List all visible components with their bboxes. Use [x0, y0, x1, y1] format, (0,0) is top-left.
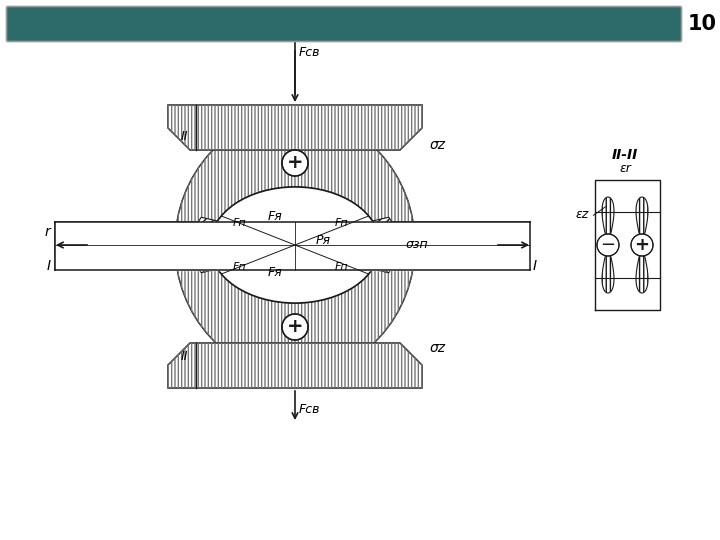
Text: Fя: Fя — [268, 267, 282, 280]
Text: Fсв: Fсв — [299, 46, 320, 59]
Text: II: II — [181, 350, 188, 363]
Text: I: I — [47, 259, 51, 273]
Text: I: I — [533, 259, 537, 273]
Text: Fп: Fп — [335, 262, 348, 272]
Text: εz: εz — [576, 208, 589, 221]
Ellipse shape — [175, 115, 415, 375]
Ellipse shape — [210, 187, 380, 303]
Text: Pя: Pя — [315, 234, 330, 247]
Text: −: − — [600, 236, 616, 254]
Ellipse shape — [210, 187, 380, 303]
Polygon shape — [168, 105, 422, 150]
Polygon shape — [636, 197, 648, 293]
Text: Fп: Fп — [335, 218, 348, 228]
FancyBboxPatch shape — [6, 6, 682, 42]
Circle shape — [631, 234, 653, 256]
Text: σz: σz — [430, 138, 446, 152]
Text: II-II: II-II — [612, 148, 638, 162]
Polygon shape — [55, 222, 530, 270]
Text: +: + — [287, 153, 303, 172]
Text: εr: εr — [619, 162, 631, 175]
Polygon shape — [192, 217, 217, 273]
Text: σz: σz — [430, 341, 446, 355]
Text: σзп: σзп — [406, 239, 428, 252]
Text: Fп: Fп — [233, 262, 246, 272]
Text: Роль пластических деформаций в образовании соединений.: Роль пластических деформаций в образован… — [16, 16, 486, 32]
Text: Fсв: Fсв — [299, 403, 320, 416]
Text: r: r — [44, 225, 50, 239]
Text: 10: 10 — [688, 14, 716, 34]
Polygon shape — [595, 180, 660, 310]
Text: Fя: Fя — [268, 211, 282, 224]
Text: +: + — [634, 236, 649, 254]
Polygon shape — [168, 343, 422, 388]
Circle shape — [282, 150, 308, 176]
Text: z: z — [299, 12, 307, 27]
Circle shape — [282, 314, 308, 340]
Text: II: II — [181, 130, 188, 143]
Polygon shape — [372, 217, 398, 273]
Polygon shape — [55, 222, 530, 270]
Text: +: + — [287, 318, 303, 336]
Polygon shape — [602, 197, 614, 293]
Text: Fп: Fп — [233, 218, 246, 228]
Circle shape — [597, 234, 619, 256]
